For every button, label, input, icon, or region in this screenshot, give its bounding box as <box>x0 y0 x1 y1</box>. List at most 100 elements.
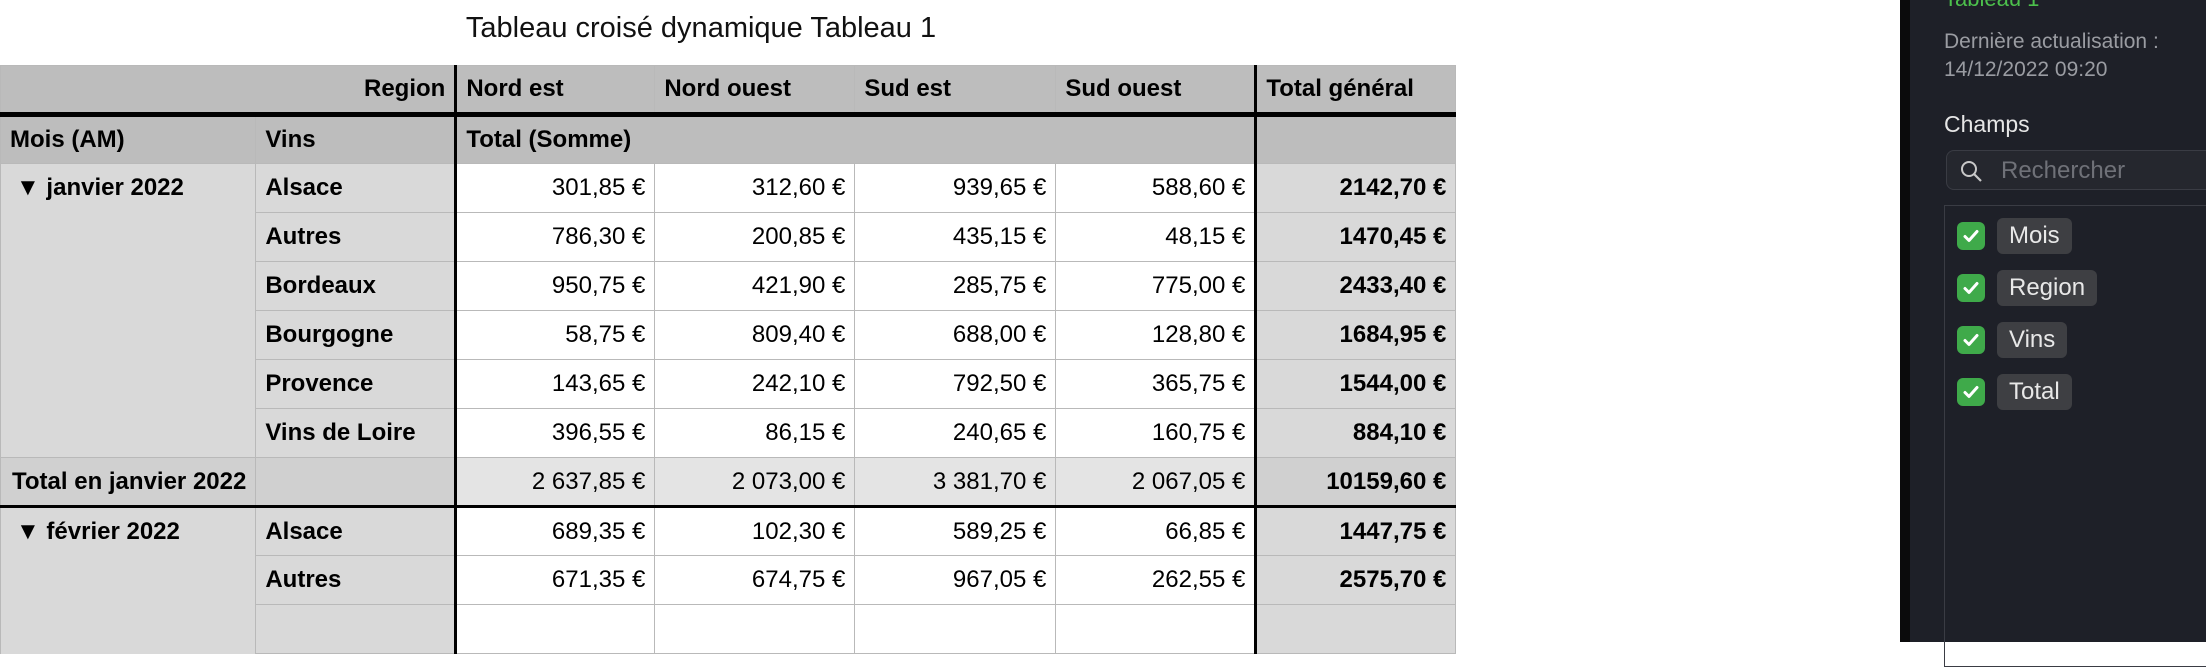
table-row: ▼ février 2022 Alsace 689,35 €102,30 €589,… <box>0 506 1457 556</box>
vin-label: Alsace <box>255 163 458 213</box>
value-cell-clipped <box>1055 604 1258 654</box>
table-row: ▼ janvier 2022 Alsace 301,85 €312,60 €939,… <box>0 163 1457 213</box>
value-cell[interactable]: 66,85 € <box>1055 506 1258 556</box>
value-cell[interactable]: 809,40 € <box>654 310 856 360</box>
row-total[interactable]: 2142,70 € <box>1255 163 1457 213</box>
subtotal-value[interactable]: 2 073,00 € <box>654 457 856 508</box>
pivot-sidebar: Tableau 1 Dernière actualisation : 14/12… <box>1900 0 2206 667</box>
month-group-empty <box>0 604 257 654</box>
field-item-region: Region <box>1957 270 2098 306</box>
value-cell[interactable]: 58,75 € <box>455 310 656 360</box>
field-checkbox[interactable] <box>1957 222 1985 250</box>
field-item-mois: Mois <box>1957 218 2072 254</box>
value-cell[interactable]: 200,85 € <box>654 212 856 262</box>
subtotal-value[interactable]: 2 637,85 € <box>455 457 656 508</box>
disclosure-triangle-icon[interactable]: ▼ <box>16 517 47 545</box>
field-checkbox[interactable] <box>1957 274 1985 302</box>
column-header[interactable]: Total général <box>1255 65 1457 117</box>
value-cell[interactable]: 312,60 € <box>654 163 856 213</box>
subtotal-value[interactable]: 2 067,05 € <box>1055 457 1258 508</box>
measure-label: Total (Somme) <box>455 114 1258 164</box>
month-group-empty <box>0 310 257 360</box>
column-header[interactable]: Nord est <box>455 65 656 117</box>
subtotal-row: Total en janvier 2022 2 637,85 €2 073,00 … <box>0 457 1457 508</box>
subtotal-total[interactable]: 10159,60 € <box>1255 457 1457 508</box>
table-row: Bordeaux 950,75 €421,90 €285,75 €775,00 €… <box>0 261 1457 311</box>
field-checkbox[interactable] <box>1957 378 1985 406</box>
month-group-toggle[interactable]: ▼ février 2022 <box>0 506 257 556</box>
field-item-total: Total <box>1957 374 2072 410</box>
field-pill[interactable]: Vins <box>1997 322 2068 358</box>
search-icon <box>1961 161 1982 182</box>
value-cell[interactable]: 689,35 € <box>455 506 656 556</box>
value-cell[interactable]: 365,75 € <box>1055 359 1258 409</box>
row-total[interactable]: 2575,70 € <box>1255 555 1457 605</box>
value-cell[interactable]: 792,50 € <box>854 359 1057 409</box>
value-cell[interactable]: 775,00 € <box>1055 261 1258 311</box>
field-pill[interactable]: Region <box>1997 270 2098 306</box>
value-cell[interactable]: 86,15 € <box>654 408 856 458</box>
field-checkbox[interactable] <box>1957 326 1985 354</box>
column-header[interactable]: Nord ouest <box>654 65 856 117</box>
last-update-value: 14/12/2022 09:20 <box>1944 58 2108 81</box>
row-total[interactable]: 1447,75 € <box>1255 506 1457 556</box>
mois-label[interactable]: Mois (AM) <box>0 114 257 164</box>
sidebar-table-name: Tableau 1 <box>1944 0 2039 12</box>
vin-label: Bordeaux <box>255 261 458 311</box>
value-cell[interactable]: 102,30 € <box>654 506 856 556</box>
column-header[interactable]: Sud ouest <box>1055 65 1258 117</box>
value-cell[interactable]: 242,10 € <box>654 359 856 409</box>
vin-label: Provence <box>255 359 458 409</box>
month-group-toggle[interactable]: ▼ janvier 2022 <box>0 163 257 213</box>
value-cell[interactable]: 421,90 € <box>654 261 856 311</box>
month-group-empty <box>0 261 257 311</box>
vin-label: Autres <box>255 555 458 605</box>
value-cell[interactable]: 128,80 € <box>1055 310 1258 360</box>
value-cell[interactable]: 396,55 € <box>455 408 656 458</box>
fields-heading: Champs <box>1944 111 2030 137</box>
row-total[interactable]: 1544,00 € <box>1255 359 1457 409</box>
subtotal-value[interactable]: 3 381,70 € <box>854 457 1057 508</box>
vin-label: Alsace <box>255 506 458 556</box>
value-cell[interactable]: 48,15 € <box>1055 212 1258 262</box>
value-cell[interactable]: 285,75 € <box>854 261 1057 311</box>
value-cell[interactable]: 939,65 € <box>854 163 1057 213</box>
value-cell[interactable]: 950,75 € <box>455 261 656 311</box>
table-row: Bourgogne 58,75 €809,40 €688,00 €128,80 €… <box>0 310 1457 360</box>
value-cell[interactable]: 786,30 € <box>455 212 656 262</box>
value-cell[interactable]: 671,35 € <box>455 555 656 605</box>
value-cell[interactable]: 674,75 € <box>654 555 856 605</box>
vin-label: Autres <box>255 212 458 262</box>
row-total[interactable]: 2433,40 € <box>1255 261 1457 311</box>
region-label: Region <box>0 65 458 117</box>
field-pill[interactable]: Mois <box>1997 218 2072 254</box>
value-cell[interactable]: 435,15 € <box>854 212 1057 262</box>
row-total-clipped <box>1255 604 1457 654</box>
value-cell[interactable]: 262,55 € <box>1055 555 1258 605</box>
value-cell-clipped <box>654 604 856 654</box>
fields-search-input[interactable]: Rechercher <box>1946 150 2206 190</box>
value-cell[interactable]: 589,25 € <box>854 506 1057 556</box>
value-cell[interactable]: 160,75 € <box>1055 408 1258 458</box>
value-cell[interactable]: 688,00 € <box>854 310 1057 360</box>
row-total[interactable]: 884,10 € <box>1255 408 1457 458</box>
value-cell[interactable]: 967,05 € <box>854 555 1057 605</box>
total-header-empty <box>1255 114 1457 164</box>
month-group-empty <box>0 212 257 262</box>
field-pill[interactable]: Total <box>1997 374 2072 410</box>
pivot-table-title: Tableau croisé dynamique Tableau 1 <box>465 12 937 44</box>
table-row-clipped <box>0 604 1457 654</box>
value-cell[interactable]: 588,60 € <box>1055 163 1258 213</box>
table-row: Autres 671,35 €674,75 €967,05 €262,55 €25… <box>0 555 1457 605</box>
last-update: Dernière actualisation : 14/12/2022 09:2… <box>1944 28 2159 84</box>
value-cell[interactable]: 143,65 € <box>455 359 656 409</box>
disclosure-triangle-icon[interactable]: ▼ <box>16 174 47 202</box>
row-total[interactable]: 1684,95 € <box>1255 310 1457 360</box>
value-cell[interactable]: 240,65 € <box>854 408 1057 458</box>
vins-label[interactable]: Vins <box>255 114 458 164</box>
vin-label-clipped <box>255 604 458 654</box>
column-header[interactable]: Sud est <box>854 65 1057 117</box>
value-cell[interactable]: 301,85 € <box>455 163 656 213</box>
row-total[interactable]: 1470,45 € <box>1255 212 1457 262</box>
checkmark-icon <box>1963 282 1979 294</box>
